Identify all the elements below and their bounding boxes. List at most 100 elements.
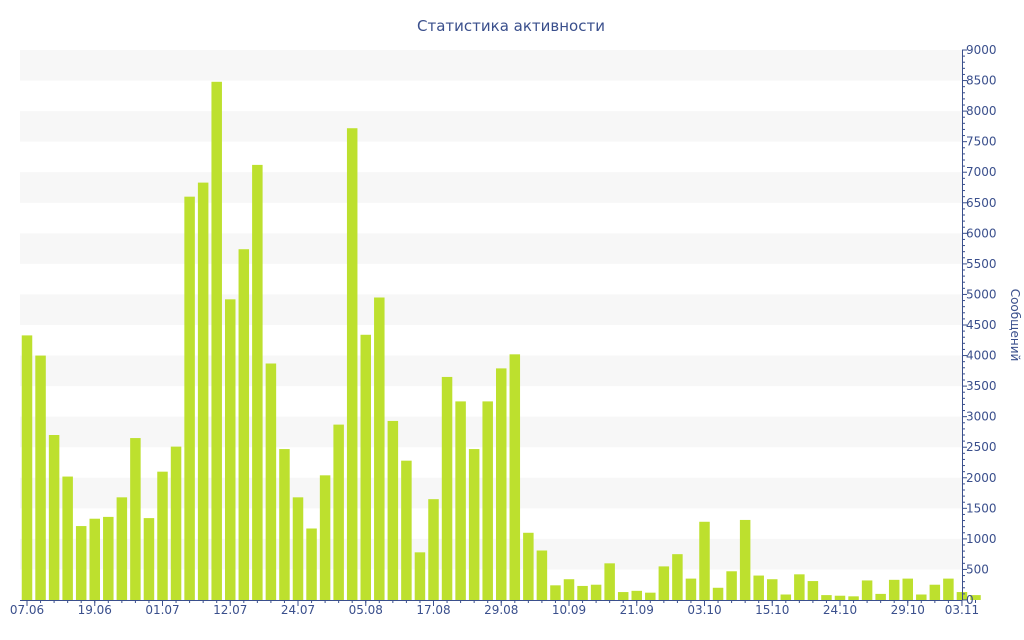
x-tick-label: 10.09 — [552, 603, 586, 617]
bar[interactable] — [834, 595, 846, 600]
bar[interactable] — [48, 435, 60, 600]
bar[interactable] — [252, 164, 263, 600]
bar[interactable] — [62, 476, 73, 600]
bar[interactable] — [184, 196, 195, 601]
y-tick-label: 6500 — [966, 196, 997, 210]
bar[interactable] — [143, 518, 155, 600]
bar[interactable] — [455, 401, 466, 600]
bar[interactable] — [699, 521, 710, 600]
bar[interactable] — [35, 355, 46, 600]
bar[interactable] — [130, 438, 141, 600]
bar[interactable] — [482, 401, 493, 600]
bar[interactable] — [374, 297, 385, 601]
bar[interactable] — [888, 579, 900, 600]
bar[interactable] — [197, 182, 209, 601]
bar[interactable] — [902, 578, 914, 600]
x-tick-label: 05.08 — [349, 603, 383, 617]
y-tick-label: 1000 — [966, 532, 997, 546]
bar[interactable] — [672, 554, 683, 600]
bar[interactable] — [739, 519, 751, 600]
y-axis-label: Сообщений — [1008, 289, 1022, 362]
grid-band — [20, 355, 962, 387]
bar[interactable] — [265, 363, 277, 601]
bar[interactable] — [157, 471, 168, 600]
x-tick-label: 17.08 — [416, 603, 450, 617]
bar[interactable] — [346, 128, 358, 600]
bar[interactable] — [292, 497, 304, 600]
bar[interactable] — [428, 499, 439, 600]
bar[interactable] — [861, 580, 873, 600]
x-axis-ticks: 07.06 19.06 01.07 12.07 24.07 05.08 17.08 29.08… — [10, 600, 979, 617]
grid-band — [20, 50, 962, 81]
x-tick-label: 19.06 — [78, 603, 112, 617]
bar[interactable] — [170, 446, 182, 600]
bar[interactable] — [279, 449, 290, 600]
bar[interactable] — [306, 528, 317, 601]
bar[interactable] — [523, 532, 534, 600]
y-tick-label: 7500 — [966, 135, 997, 149]
bar[interactable] — [712, 587, 724, 600]
bar[interactable] — [658, 566, 670, 600]
y-axis-ticks: 0 500 1000 1500 2000 2500 3000 3500 4000 4500 5000… — [962, 43, 997, 607]
bar[interactable] — [929, 584, 941, 600]
bar[interactable] — [875, 593, 886, 600]
bar[interactable] — [496, 368, 507, 600]
bar[interactable] — [577, 585, 588, 600]
bar[interactable] — [441, 376, 453, 600]
bar[interactable] — [550, 585, 561, 600]
y-tick-label: 5000 — [966, 287, 997, 301]
bar[interactable] — [75, 526, 87, 600]
bar[interactable] — [753, 575, 764, 600]
bar[interactable] — [685, 578, 697, 600]
bar[interactable] — [807, 581, 819, 600]
bar[interactable] — [21, 335, 33, 600]
bar[interactable] — [401, 460, 412, 600]
bar[interactable] — [943, 578, 954, 600]
y-tick-label: 5500 — [966, 257, 997, 271]
bar[interactable] — [916, 594, 927, 601]
bar[interactable] — [333, 424, 344, 600]
bar[interactable] — [645, 592, 656, 600]
bar[interactable] — [767, 579, 778, 600]
y-tick-label: 8000 — [966, 104, 997, 118]
bar[interactable] — [89, 518, 101, 600]
bar[interactable] — [848, 596, 859, 600]
bar[interactable] — [468, 449, 480, 600]
bar[interactable] — [794, 574, 805, 600]
bar[interactable] — [821, 595, 832, 600]
bar[interactable] — [970, 595, 981, 600]
bar[interactable] — [604, 563, 615, 600]
bar[interactable] — [414, 552, 426, 600]
grid-band — [20, 294, 962, 325]
bar[interactable] — [590, 584, 602, 600]
bar[interactable] — [211, 81, 222, 600]
x-tick-label: 24.10 — [823, 603, 857, 617]
bar[interactable] — [780, 594, 792, 601]
bar[interactable] — [116, 497, 128, 600]
y-tick-label: 2000 — [966, 471, 997, 485]
chart-title: Статистика активности — [417, 17, 605, 35]
bar[interactable] — [319, 475, 331, 600]
x-tick-label: 01.07 — [145, 603, 179, 617]
bar[interactable] — [103, 516, 114, 600]
bar[interactable] — [536, 550, 548, 601]
bar[interactable] — [360, 334, 372, 600]
bar[interactable] — [956, 592, 968, 600]
bar[interactable] — [617, 592, 629, 600]
x-tick-label: 29.08 — [484, 603, 518, 617]
grid-band — [20, 233, 962, 264]
y-tick-label: 2500 — [966, 440, 997, 454]
bar[interactable] — [238, 249, 250, 600]
x-tick-label: 15.10 — [755, 603, 789, 617]
bar[interactable] — [509, 354, 521, 600]
bar[interactable] — [387, 420, 399, 600]
y-tick-label: 8500 — [966, 74, 997, 88]
bar[interactable] — [726, 571, 737, 600]
bar[interactable] — [631, 590, 643, 600]
grid-bands — [20, 50, 962, 570]
x-tick-label: 24.07 — [281, 603, 315, 617]
bar[interactable] — [225, 299, 236, 600]
y-tick-label: 3500 — [966, 379, 997, 393]
bar[interactable] — [563, 579, 575, 600]
